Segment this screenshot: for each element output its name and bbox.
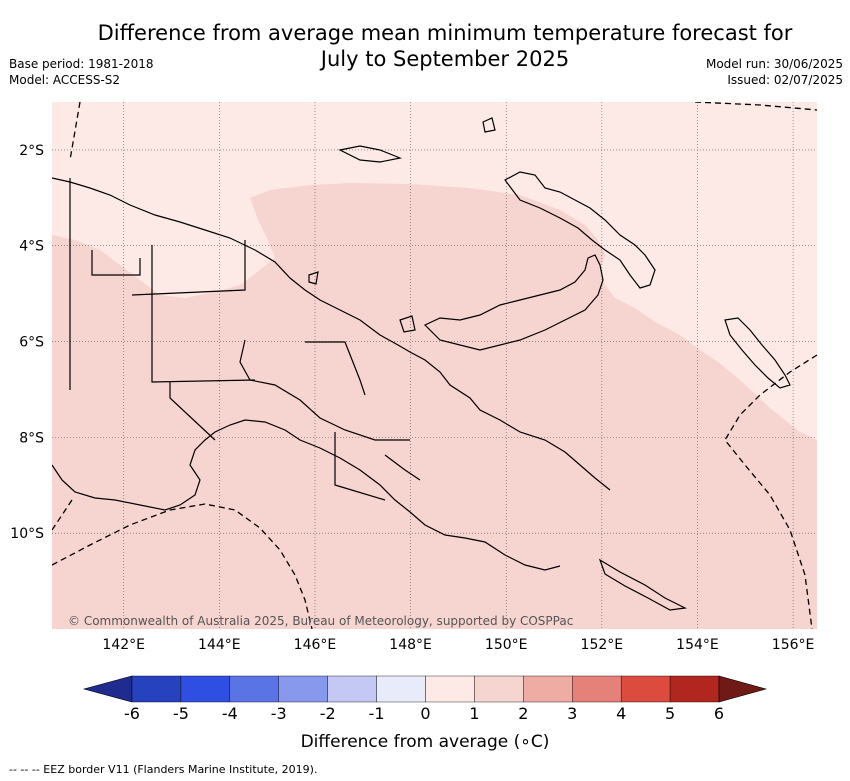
colorbar-extend-high — [718, 675, 768, 703]
colorbar-bin — [425, 675, 475, 703]
colorbar-bin — [278, 675, 328, 703]
lon-tick-label: 144°E — [198, 637, 241, 653]
colorbar-bin — [131, 675, 182, 703]
lon-tick-label: 150°E — [485, 637, 528, 653]
colorbar-tick-labels: -6 -5 -4 -3 -2 -1 0 1 2 3 4 5 6 — [124, 704, 724, 723]
model-name: Model: ACCESS-S2 — [9, 73, 121, 87]
eez-footnote: -- -- -- EEZ border V11 (Flanders Marine… — [9, 763, 318, 776]
issued-date: Issued: 02/07/2025 — [727, 73, 843, 87]
longitude-tick-labels: 142°E 144°E 146°E 148°E 150°E 152°E 154°E 156°E — [102, 637, 814, 653]
colorbar-tick-label: 4 — [616, 704, 626, 723]
colorbar-tick-label: -3 — [271, 704, 287, 723]
colorbar-tick-label: 2 — [518, 704, 528, 723]
meta-left: Base period: 1981-2018 Model: ACCESS-S2 — [9, 56, 154, 88]
lon-tick-label: 154°E — [676, 637, 719, 653]
colorbar-bin — [474, 675, 524, 703]
colorbar-tick-label: 1 — [469, 704, 479, 723]
colorbar-bin — [669, 675, 720, 703]
latitude-tick-labels: 2°S 4°S 6°S 8°S 10°S — [10, 143, 44, 542]
colorbar-tick-label: -1 — [369, 704, 385, 723]
lat-tick-label: 6°S — [19, 335, 44, 351]
coastline — [52, 117, 791, 611]
colorbar-tick-label: 3 — [567, 704, 577, 723]
colorbar — [82, 675, 768, 703]
map-low-anomaly-region — [52, 102, 817, 440]
lon-tick-label: 148°E — [389, 637, 432, 653]
colorbar-bin — [620, 675, 671, 703]
colorbar-tick-label: -5 — [173, 704, 189, 723]
lat-tick-label: 4°S — [19, 239, 44, 255]
colorbar-tick-label: 0 — [420, 704, 430, 723]
colorbar-tick-label: -2 — [320, 704, 336, 723]
colorbar-tick-label: -4 — [222, 704, 238, 723]
colorbar-bin — [523, 675, 573, 703]
lon-tick-label: 152°E — [581, 637, 624, 653]
colorbar-extend-low — [82, 675, 133, 703]
meta-right: Model run: 30/06/2025 Issued: 02/07/2025 — [706, 56, 843, 88]
base-period: Base period: 1981-2018 — [9, 57, 154, 71]
colorbar-bin — [572, 675, 622, 703]
colorbar-tick-label: 6 — [714, 704, 724, 723]
colorbar-bin — [376, 675, 426, 703]
lon-tick-label: 156°E — [772, 637, 815, 653]
map-title: Difference from average mean minimum tem… — [97, 21, 793, 71]
lat-tick-label: 2°S — [19, 143, 44, 159]
colorbar-tick-label: 5 — [665, 704, 675, 723]
lon-tick-label: 142°E — [102, 637, 145, 653]
colorbar-bin — [180, 675, 231, 703]
lat-tick-label: 8°S — [19, 430, 44, 446]
colorbar-bin — [327, 675, 377, 703]
eez-border — [52, 102, 817, 629]
colorbar-bin — [229, 675, 279, 703]
colorbar-tick-label: -6 — [124, 704, 140, 723]
model-run: Model run: 30/06/2025 — [705, 57, 843, 71]
lat-tick-label: 10°S — [10, 526, 44, 542]
province-borders — [69, 178, 421, 501]
copyright-notice: © Commonwealth of Australia 2025, Bureau… — [68, 614, 573, 628]
map-gridlines — [52, 102, 817, 629]
colorbar-label: Difference from average (∘C) — [300, 732, 550, 752]
lon-tick-label: 146°E — [294, 637, 337, 653]
